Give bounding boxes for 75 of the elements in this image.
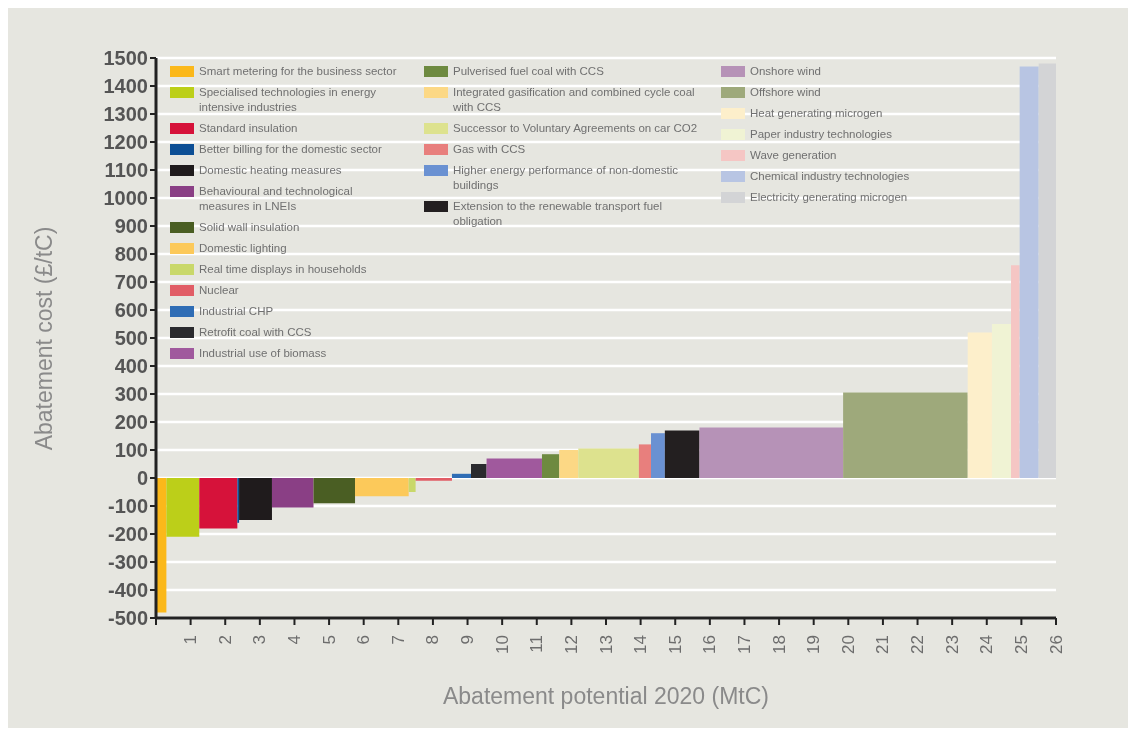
x-tick-label: 12 bbox=[561, 635, 581, 654]
x-tick-label: 26 bbox=[1046, 635, 1066, 654]
x-tick-label: 8 bbox=[423, 635, 443, 645]
x-tick-label: 19 bbox=[804, 635, 824, 654]
x-tick-label: 13 bbox=[596, 635, 616, 654]
y-tick-label: 800 bbox=[114, 243, 148, 266]
y-tick-label: 1300 bbox=[103, 103, 148, 126]
legend-label: Electricity generating microgen bbox=[750, 190, 909, 205]
legend-label: Smart metering for the business sector bbox=[199, 64, 398, 79]
legend-label: Offshore wind bbox=[750, 85, 822, 100]
y-tick-label: -300 bbox=[107, 551, 148, 574]
x-tick-label: 15 bbox=[665, 635, 685, 654]
y-tick-label: 100 bbox=[114, 439, 148, 462]
y-tick-label: -200 bbox=[107, 523, 148, 546]
legend-label: Real time displays in households bbox=[199, 262, 368, 277]
legend-label: Paper industry technologies bbox=[750, 127, 893, 142]
legend-label: Better billing for the domestic sector bbox=[199, 142, 383, 157]
x-tick-label: 7 bbox=[388, 635, 408, 645]
x-tick-label: 24 bbox=[977, 635, 997, 654]
legend-label: Higher energy performance of non-domestic buildings bbox=[453, 163, 679, 193]
legend-label: Onshore wind bbox=[750, 64, 822, 79]
y-axis-title: Abatement cost (£/tC) bbox=[31, 226, 59, 450]
legend-label: Nuclear bbox=[199, 283, 240, 298]
legend-label: Behavioural and technological measures in LNEIs bbox=[199, 184, 354, 214]
legend-label: Chemical industry technologies bbox=[750, 169, 911, 184]
x-tick-label: 25 bbox=[1011, 635, 1031, 654]
legend-label: Gas with CCS bbox=[453, 142, 527, 157]
legend-label: Standard insulation bbox=[199, 121, 299, 136]
x-tick-label: 9 bbox=[458, 635, 478, 645]
legend-label: Heat generating microgen bbox=[750, 106, 884, 121]
y-tick-label: 500 bbox=[114, 327, 148, 350]
x-tick-label: 22 bbox=[908, 635, 928, 654]
y-tick-label: 600 bbox=[114, 299, 148, 322]
y-tick-label: 1000 bbox=[103, 187, 148, 210]
legend-label: Pulverised fuel coal with CCS bbox=[453, 64, 605, 79]
legend-label: Specialised technologies in energy intensive industries bbox=[199, 85, 378, 115]
x-axis-title: Abatement potential 2020 (MtC) bbox=[442, 683, 770, 710]
x-tick-label: 23 bbox=[942, 635, 962, 654]
legend-label: Domestic heating measures bbox=[199, 163, 343, 178]
x-tick-label: 18 bbox=[769, 635, 789, 654]
x-tick-label: 6 bbox=[354, 635, 374, 645]
x-tick-label: 11 bbox=[527, 635, 547, 653]
x-tick-label: 5 bbox=[319, 635, 339, 645]
y-tick-label: -500 bbox=[107, 607, 148, 630]
legend-label: Extension to the renewable transport fuel obligation bbox=[453, 199, 664, 229]
y-tick-label: 1500 bbox=[103, 47, 148, 70]
x-tick-label: 20 bbox=[838, 635, 858, 654]
legend-label: Successor to Voluntary Agreements on car CO2 bbox=[453, 121, 699, 136]
legend-label: Integrated gasification and combined cycle coal with CCS bbox=[453, 85, 696, 115]
y-tick-label: 300 bbox=[114, 383, 148, 406]
legend-label: Wave generation bbox=[750, 148, 838, 163]
x-tick-label: 16 bbox=[700, 635, 720, 654]
y-tick-label: 900 bbox=[114, 215, 148, 238]
y-tick-label: -400 bbox=[107, 579, 148, 602]
x-tick-label: 4 bbox=[284, 635, 304, 645]
y-tick-label: -100 bbox=[107, 495, 148, 518]
y-tick-label: 400 bbox=[114, 355, 148, 378]
y-tick-label: 0 bbox=[136, 467, 148, 490]
x-tick-label: 21 bbox=[873, 635, 893, 654]
y-tick-label: 1400 bbox=[103, 75, 148, 98]
x-tick-label: 3 bbox=[250, 635, 270, 645]
y-tick-label: 700 bbox=[114, 271, 148, 294]
y-tick-label: 1100 bbox=[104, 159, 148, 182]
x-tick-label: 14 bbox=[631, 635, 651, 654]
legend-label: Retrofit coal with CCS bbox=[199, 325, 313, 340]
y-tick-label: 1200 bbox=[103, 131, 148, 154]
legend-label: Solid wall insulation bbox=[199, 220, 301, 235]
x-tick-label: 1 bbox=[181, 635, 201, 645]
y-tick-label: 200 bbox=[114, 411, 148, 434]
x-tick-label: 17 bbox=[734, 635, 754, 654]
legend-label: Industrial use of biomass bbox=[199, 346, 328, 361]
x-tick-label: 2 bbox=[215, 635, 235, 645]
legend-label: Domestic lighting bbox=[199, 241, 288, 256]
legend-label: Industrial CHP bbox=[199, 304, 275, 319]
x-tick-label: 10 bbox=[492, 635, 512, 654]
